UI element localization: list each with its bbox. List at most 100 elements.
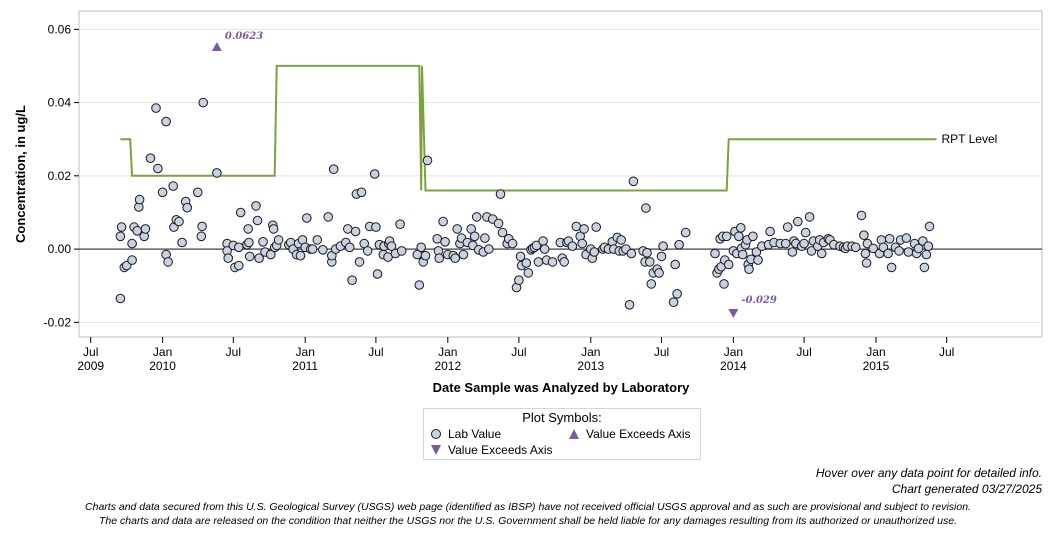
lab-value-point[interactable]	[787, 247, 798, 257]
lab-value-point[interactable]	[244, 237, 254, 248]
lab-value-point[interactable]	[859, 230, 869, 240]
lab-value-point[interactable]	[153, 163, 163, 174]
lab-value-point[interactable]	[458, 249, 469, 260]
lab-value-point[interactable]	[134, 194, 145, 205]
lab-value-point[interactable]	[234, 260, 244, 271]
lab-value-point[interactable]	[680, 227, 691, 238]
lab-value-point[interactable]	[589, 247, 600, 257]
lab-value-point[interactable]	[140, 224, 151, 234]
lab-value-point[interactable]	[235, 207, 246, 218]
lab-value-point[interactable]	[646, 279, 657, 289]
lab-value-point[interactable]	[254, 253, 264, 264]
lab-value-point[interactable]	[362, 246, 373, 256]
lab-value-point[interactable]	[438, 216, 448, 227]
lab-value-point[interactable]	[323, 212, 334, 222]
lab-value-point[interactable]	[252, 215, 263, 226]
lab-value-point[interactable]	[161, 116, 171, 127]
lab-value-point[interactable]	[193, 187, 203, 198]
lab-value-point[interactable]	[571, 221, 582, 232]
lab-value-point[interactable]	[127, 238, 137, 249]
lab-value-point[interactable]	[495, 189, 506, 199]
lab-value-point[interactable]	[883, 248, 893, 259]
lab-value-point[interactable]	[266, 249, 276, 260]
lab-value-point[interactable]	[521, 258, 532, 268]
lab-value-point[interactable]	[547, 257, 558, 267]
lab-value-point[interactable]	[369, 169, 380, 179]
lab-value-point[interactable]	[577, 238, 588, 249]
lab-value-point[interactable]	[396, 246, 407, 256]
lab-value-point[interactable]	[628, 176, 639, 187]
lab-value-point[interactable]	[356, 187, 367, 198]
lab-value-point[interactable]	[645, 257, 655, 267]
lab-value-point[interactable]	[414, 280, 425, 290]
lab-value-point[interactable]	[198, 97, 208, 108]
lab-value-point[interactable]	[737, 249, 748, 260]
lab-value-point[interactable]	[432, 234, 443, 244]
lab-value-point[interactable]	[654, 268, 664, 278]
lab-value-point[interactable]	[523, 268, 534, 278]
lab-value-point[interactable]	[861, 258, 872, 268]
lab-value-point[interactable]	[894, 246, 904, 256]
lab-value-point[interactable]	[177, 237, 187, 248]
exceeds-axis-markers[interactable]: 0.0623 -0.029	[211, 31, 777, 318]
lab-value-point[interactable]	[480, 233, 490, 243]
lab-value-point[interactable]	[533, 257, 544, 267]
lab-value-point[interactable]	[913, 243, 924, 254]
lab-value-point[interactable]	[234, 242, 244, 253]
lab-value-point[interactable]	[307, 244, 318, 254]
lab-value-point[interactable]	[302, 213, 312, 223]
lab-value-point[interactable]	[116, 222, 127, 232]
lab-value-point[interactable]	[343, 224, 353, 234]
lab-value-point[interactable]	[196, 231, 207, 242]
lab-value-point[interactable]	[616, 235, 627, 245]
lab-value-point[interactable]	[884, 234, 895, 244]
lab-value-point[interactable]	[163, 257, 173, 267]
exceeds-axis-marker[interactable]	[728, 309, 739, 318]
lab-value-point[interactable]	[765, 226, 775, 237]
lab-value-point[interactable]	[440, 237, 450, 247]
lab-value-point[interactable]	[420, 250, 431, 261]
lab-value-point[interactable]	[734, 231, 744, 242]
lab-value-point[interactable]	[127, 255, 137, 265]
lab-value-point[interactable]	[538, 236, 548, 246]
lab-value-points[interactable]	[115, 97, 935, 310]
lab-value-point[interactable]	[197, 221, 207, 232]
lab-value-point[interactable]	[753, 255, 763, 265]
lab-value-point[interactable]	[295, 250, 306, 261]
exceeds-axis-marker[interactable]	[211, 42, 222, 51]
lab-value-point[interactable]	[145, 153, 156, 163]
lab-value-point[interactable]	[372, 269, 383, 279]
lab-value-point[interactable]	[115, 231, 126, 242]
lab-value-point[interactable]	[531, 240, 542, 251]
lab-value-point[interactable]	[243, 224, 253, 234]
lab-value-point[interactable]	[168, 181, 178, 191]
lab-value-point[interactable]	[626, 248, 637, 259]
lab-value-point[interactable]	[318, 245, 328, 255]
lab-value-point[interactable]	[591, 222, 602, 232]
lab-value-point[interactable]	[579, 224, 589, 234]
lab-value-point[interactable]	[268, 224, 279, 234]
lab-value-point[interactable]	[901, 233, 912, 243]
lab-value-point[interactable]	[624, 300, 635, 310]
lab-value-point[interactable]	[923, 241, 934, 251]
lab-value-point[interactable]	[736, 223, 746, 233]
lab-value-point[interactable]	[416, 242, 427, 253]
lab-value-point[interactable]	[868, 243, 879, 254]
lab-value-point[interactable]	[386, 241, 397, 251]
lab-value-point[interactable]	[668, 297, 679, 308]
lab-value-point[interactable]	[670, 259, 681, 270]
lab-value-point[interactable]	[151, 103, 161, 113]
lab-value-point[interactable]	[719, 279, 729, 289]
lab-value-point[interactable]	[856, 210, 867, 221]
lab-value-point[interactable]	[799, 238, 809, 249]
lab-value-point[interactable]	[919, 262, 930, 273]
lab-value-point[interactable]	[350, 226, 361, 237]
lab-value-point[interactable]	[567, 241, 578, 251]
lab-value-point[interactable]	[354, 257, 365, 267]
lab-value-point[interactable]	[816, 248, 827, 259]
lab-value-point[interactable]	[174, 216, 184, 227]
lab-value-point[interactable]	[115, 293, 126, 304]
lab-value-point[interactable]	[641, 203, 651, 213]
lab-value-point[interactable]	[793, 216, 803, 227]
lab-value-point[interactable]	[507, 238, 518, 249]
